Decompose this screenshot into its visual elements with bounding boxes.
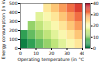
svg-text:0: 0 xyxy=(19,51,22,56)
svg-text:100: 100 xyxy=(9,37,18,42)
svg-text:Energy consumption (in kWh): Energy consumption (in kWh) xyxy=(1,0,6,59)
svg-text:10: 10 xyxy=(33,51,39,56)
svg-text:30: 30 xyxy=(64,51,70,56)
svg-text:Operating temperature (in °C): Operating temperature (in °C) xyxy=(17,57,84,62)
svg-text:10: 10 xyxy=(93,35,99,40)
svg-text:500: 500 xyxy=(9,1,18,6)
svg-text:40: 40 xyxy=(93,1,99,6)
svg-text:0: 0 xyxy=(93,46,96,51)
svg-text:30: 30 xyxy=(93,12,99,17)
svg-text:200: 200 xyxy=(9,28,18,33)
svg-text:20: 20 xyxy=(93,23,99,28)
svg-text:400: 400 xyxy=(9,10,18,15)
svg-text:20: 20 xyxy=(49,51,55,56)
svg-text:0: 0 xyxy=(15,46,18,51)
svg-text:300: 300 xyxy=(9,19,18,24)
